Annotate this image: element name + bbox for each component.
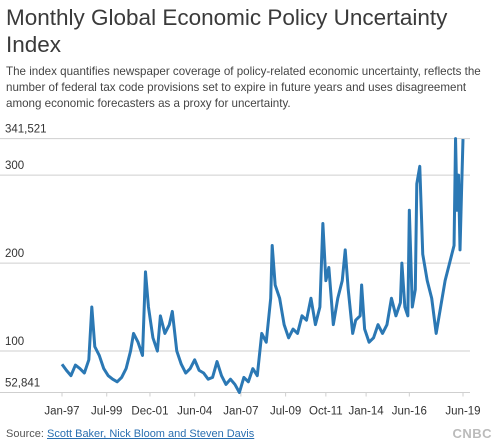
y-tick-label: 52,841 xyxy=(5,378,40,390)
source-label: Source: xyxy=(6,428,44,440)
chart-subtitle: The index quantifies newspaper coverage … xyxy=(6,65,481,110)
y-tick-label: 300 xyxy=(5,160,24,172)
source: Source: Scott Baker, Nick Bloom and Stev… xyxy=(6,428,254,440)
data-line xyxy=(60,137,465,394)
x-tick-label: Oct-11 xyxy=(309,406,343,418)
x-tick-label: Dec-01 xyxy=(131,406,168,418)
source-link[interactable]: Scott Baker, Nick Bloom and Steven Davis xyxy=(46,428,255,440)
x-tick-label: Jun-04 xyxy=(177,406,213,418)
x-tick-label: Jun-16 xyxy=(392,406,427,418)
x-tick-label: Jul-09 xyxy=(270,406,301,418)
y-tick-label: 100 xyxy=(5,336,24,348)
y-tick-label: 200 xyxy=(5,248,24,260)
logo: CNBC xyxy=(452,426,492,441)
x-tick-label: Jan-14 xyxy=(349,406,385,418)
x-tick-label: Jun-19 xyxy=(445,406,480,418)
x-tick-label: Jan-97 xyxy=(44,406,79,418)
y-tick-label: 341,521 xyxy=(5,124,47,136)
x-tick-label: Jan-07 xyxy=(223,406,258,418)
chart-title: Monthly Global Economic Policy Uncertain… xyxy=(6,5,448,57)
x-tick-label: Jul-99 xyxy=(91,406,122,418)
